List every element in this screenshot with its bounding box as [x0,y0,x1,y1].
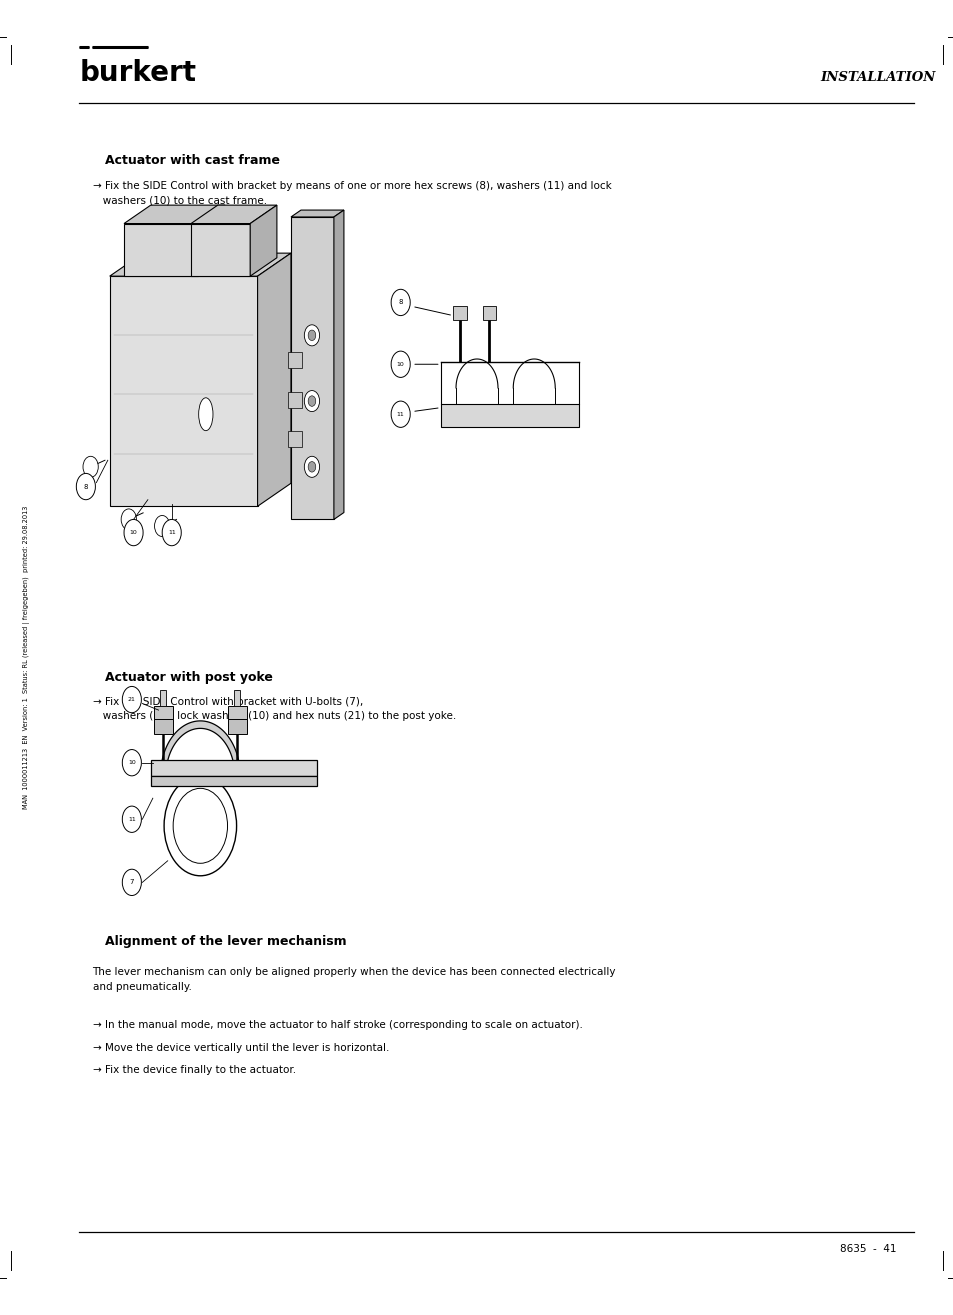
Polygon shape [160,721,240,776]
Circle shape [162,519,181,546]
Circle shape [122,806,141,832]
Polygon shape [257,254,291,506]
Bar [288,392,302,408]
Circle shape [121,509,136,530]
Bar [440,404,578,427]
Circle shape [391,289,410,316]
Text: 7: 7 [130,880,134,885]
Bar [482,306,496,320]
Circle shape [83,456,98,477]
Text: 11: 11 [128,817,135,822]
Text: Alignment of the lever mechanism: Alignment of the lever mechanism [105,935,346,948]
Bar [228,719,247,734]
Text: → In the manual mode, move the actuator to half stroke (corresponding to scale o: → In the manual mode, move the actuator … [92,1020,581,1031]
Polygon shape [191,224,250,276]
Text: 8: 8 [398,300,402,305]
Text: 8635  -  41: 8635 - 41 [839,1244,896,1255]
Text: 11: 11 [168,530,175,535]
Circle shape [308,396,315,406]
Circle shape [122,686,141,713]
Circle shape [173,788,227,864]
Text: INSTALLATION: INSTALLATION [820,71,934,84]
Bar [228,706,247,719]
Circle shape [308,330,315,341]
Polygon shape [110,276,257,506]
Polygon shape [291,217,334,519]
Circle shape [124,519,143,546]
Text: → Fix the device finally to the actuator.: → Fix the device finally to the actuator… [92,1065,295,1076]
Text: 10: 10 [396,362,404,367]
Circle shape [391,351,410,377]
Bar [151,776,316,786]
Text: MAN  1000011213  EN  Version: 1  Status: RL (released | freigegeben)  printed: 2: MAN 1000011213 EN Version: 1 Status: RL … [23,506,30,809]
Text: 10: 10 [130,530,137,535]
Text: → Fix the SIDE Control with bracket with U-bolts (7),
   washers (11), lock wash: → Fix the SIDE Control with bracket with… [92,697,456,722]
Polygon shape [250,205,276,276]
Circle shape [76,473,95,500]
Bar [234,690,240,706]
Circle shape [164,776,236,876]
Text: Actuator with cast frame: Actuator with cast frame [105,154,279,167]
Ellipse shape [198,398,213,431]
Text: → Move the device vertically until the lever is horizontal.: → Move the device vertically until the l… [92,1043,389,1053]
Circle shape [304,325,319,346]
Text: 8: 8 [84,484,88,489]
Bar [151,760,316,776]
Circle shape [304,456,319,477]
Text: burkert: burkert [79,59,196,87]
Text: Actuator with post yoke: Actuator with post yoke [105,671,273,684]
Bar [160,690,166,706]
Text: The lever mechanism can only be aligned properly when the device has been connec: The lever mechanism can only be aligned … [92,967,616,992]
Circle shape [122,869,141,896]
Text: 21: 21 [128,697,135,702]
Text: → Fix the SIDE Control with bracket by means of one or more hex screws (8), wash: → Fix the SIDE Control with bracket by m… [92,181,611,206]
Polygon shape [198,205,225,276]
Bar [453,306,466,320]
Bar [288,352,302,368]
Polygon shape [334,210,343,519]
Bar [288,431,302,447]
Circle shape [122,750,141,776]
Circle shape [304,391,319,412]
Polygon shape [191,205,276,224]
Text: 10: 10 [128,760,135,765]
Circle shape [308,462,315,472]
Polygon shape [110,254,291,276]
Bar [153,706,172,719]
Polygon shape [124,224,198,276]
Circle shape [154,515,170,537]
Bar [153,719,172,734]
Polygon shape [124,205,225,224]
Text: 11: 11 [396,412,404,417]
Polygon shape [291,210,343,217]
Circle shape [391,401,410,427]
